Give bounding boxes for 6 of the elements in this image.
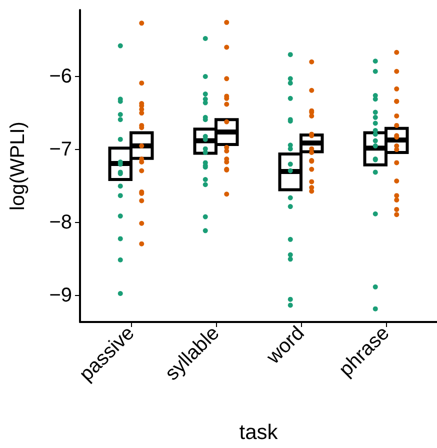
x-axis-title: task xyxy=(239,421,278,444)
y-tick-label: −8 xyxy=(49,212,72,234)
y-tick-label: −7 xyxy=(49,138,72,161)
y-tick-label: −6 xyxy=(49,65,72,88)
y-tick-label: −9 xyxy=(49,284,72,307)
y-axis-title: log(WPLI) xyxy=(7,122,29,210)
